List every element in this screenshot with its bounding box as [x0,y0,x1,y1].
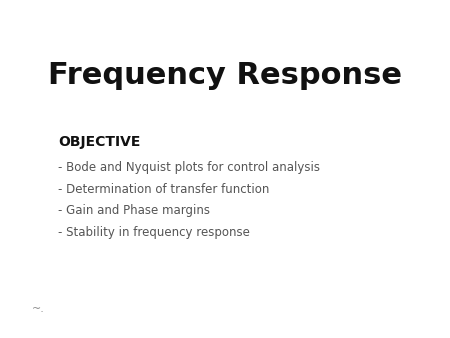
Text: - Stability in frequency response: - Stability in frequency response [58,226,250,239]
Text: OBJECTIVE: OBJECTIVE [58,135,141,149]
Text: ~.: ~. [32,304,45,314]
Text: - Determination of transfer function: - Determination of transfer function [58,183,270,195]
Text: - Gain and Phase margins: - Gain and Phase margins [58,204,211,217]
Text: Frequency Response: Frequency Response [48,61,402,90]
Text: - Bode and Nyquist plots for control analysis: - Bode and Nyquist plots for control ana… [58,161,320,173]
